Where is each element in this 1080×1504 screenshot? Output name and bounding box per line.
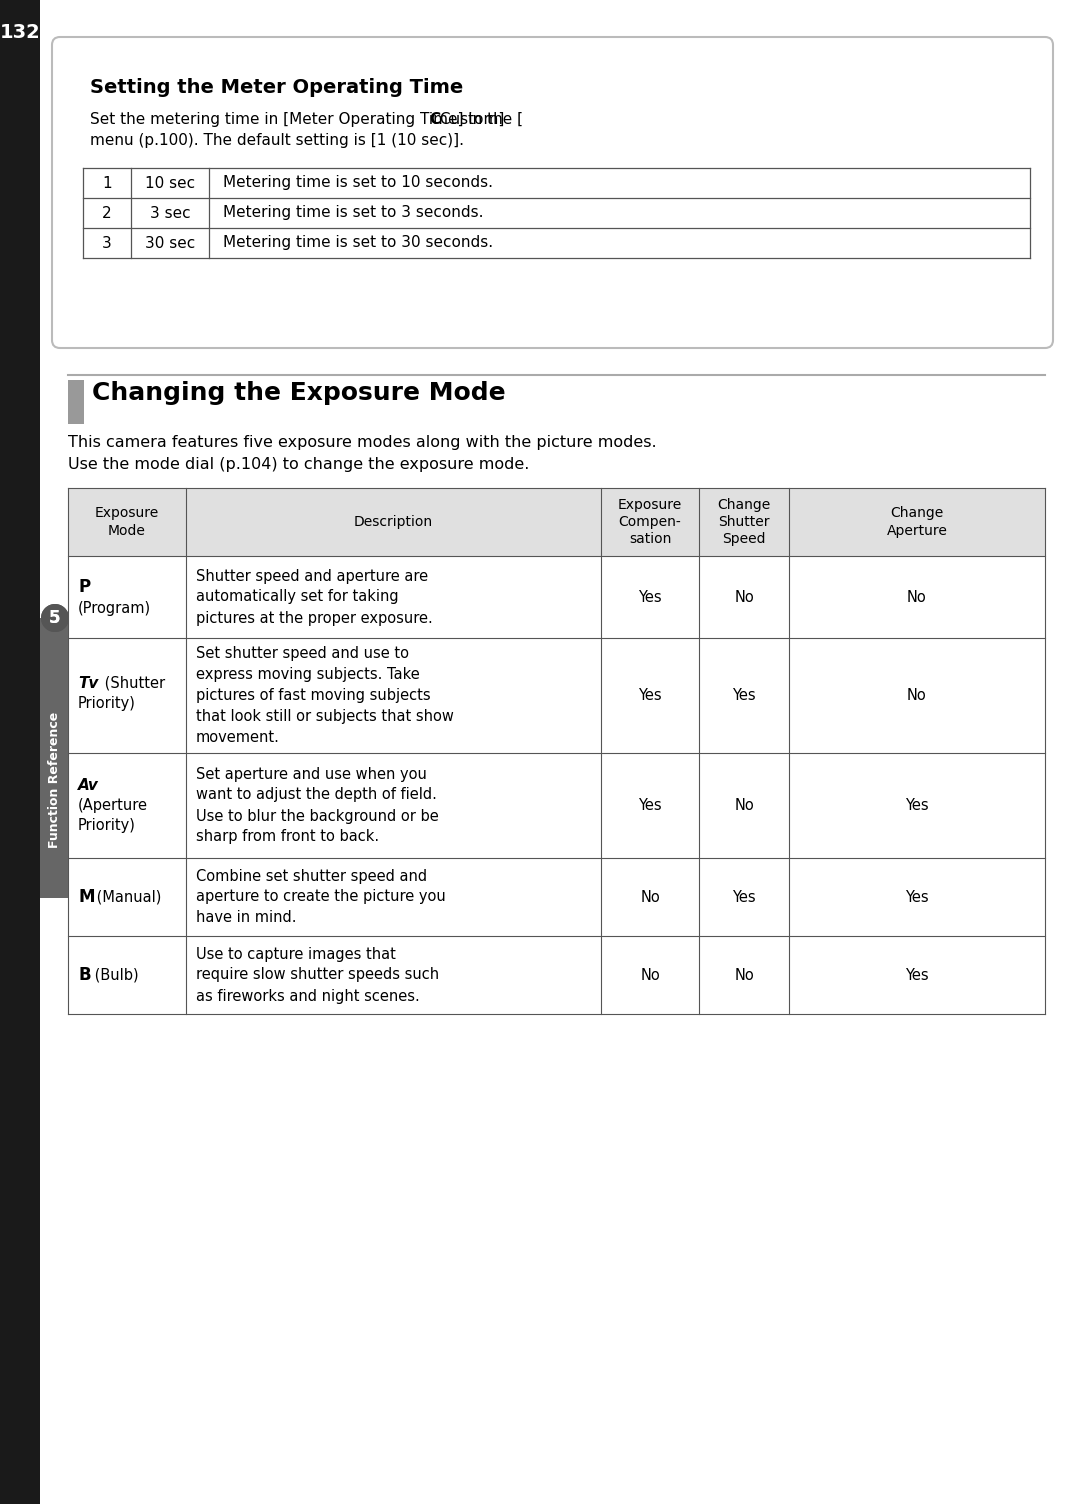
Text: Metering time is set to 30 seconds.: Metering time is set to 30 seconds. — [222, 236, 494, 251]
Bar — [40, 618, 68, 898]
Text: (Manual): (Manual) — [92, 889, 161, 904]
Text: Use the mode dial (p.104) to change the exposure mode.: Use the mode dial (p.104) to change the … — [68, 457, 529, 472]
Text: No: No — [907, 687, 927, 702]
Text: 2: 2 — [103, 206, 112, 221]
Text: 3 sec: 3 sec — [150, 206, 190, 221]
Circle shape — [41, 605, 69, 632]
Text: Yes: Yes — [638, 799, 662, 814]
Bar — [68, 487, 1045, 556]
Text: Exposure
Compen-
sation: Exposure Compen- sation — [618, 498, 683, 546]
Text: 132: 132 — [0, 23, 40, 42]
Text: 1: 1 — [103, 176, 112, 191]
Circle shape — [41, 605, 69, 632]
Bar — [68, 638, 1045, 754]
Text: Setting the Meter Operating Time: Setting the Meter Operating Time — [90, 78, 463, 96]
Text: Tv: Tv — [78, 675, 98, 690]
Text: Yes: Yes — [905, 967, 929, 982]
Text: 10 sec: 10 sec — [145, 176, 195, 191]
Text: Description: Description — [354, 514, 433, 529]
Text: Priority): Priority) — [78, 818, 136, 833]
Text: Metering time is set to 10 seconds.: Metering time is set to 10 seconds. — [222, 176, 492, 191]
Text: No: No — [734, 967, 754, 982]
Text: Yes: Yes — [638, 687, 662, 702]
Text: Change
Aperture: Change Aperture — [887, 507, 947, 537]
Text: Yes: Yes — [638, 590, 662, 605]
Text: Use to capture images that
require slow shutter speeds such
as fireworks and nig: Use to capture images that require slow … — [195, 946, 440, 1003]
Text: No: No — [640, 889, 660, 904]
Text: menu (p.100). The default setting is [1 (10 sec)].: menu (p.100). The default setting is [1 … — [90, 132, 464, 147]
Text: Set aperture and use when you
want to adjust the depth of field.
Use to blur the: Set aperture and use when you want to ad… — [195, 767, 438, 845]
Text: Yes: Yes — [905, 799, 929, 814]
Text: Custom]: Custom] — [435, 111, 504, 126]
Text: No: No — [734, 799, 754, 814]
Text: Set shutter speed and use to
express moving subjects. Take
pictures of fast movi: Set shutter speed and use to express mov… — [195, 647, 454, 744]
Text: No: No — [907, 590, 927, 605]
Text: Changing the Exposure Mode: Changing the Exposure Mode — [92, 381, 505, 405]
Text: C: C — [429, 111, 440, 126]
Text: Change
Shutter
Speed: Change Shutter Speed — [717, 498, 771, 546]
Text: (Bulb): (Bulb) — [90, 967, 138, 982]
Text: (Shutter: (Shutter — [100, 675, 165, 690]
Bar — [68, 857, 1045, 935]
Text: Yes: Yes — [732, 889, 756, 904]
Text: This camera features five exposure modes along with the picture modes.: This camera features five exposure modes… — [68, 435, 657, 450]
Text: Yes: Yes — [732, 687, 756, 702]
Bar — [68, 935, 1045, 1014]
Text: Av: Av — [78, 778, 99, 793]
Bar — [0, 0, 40, 1504]
Text: Metering time is set to 3 seconds.: Metering time is set to 3 seconds. — [222, 206, 484, 221]
Text: Set the metering time in [Meter Operating Time] in the [: Set the metering time in [Meter Operatin… — [90, 111, 523, 126]
Text: 5: 5 — [50, 609, 60, 627]
Text: Function Reference: Function Reference — [49, 711, 62, 848]
Text: B: B — [78, 966, 91, 984]
Text: Priority): Priority) — [78, 696, 136, 711]
Bar — [68, 754, 1045, 857]
Text: 3: 3 — [103, 236, 112, 251]
Text: No: No — [640, 967, 660, 982]
Text: (Program): (Program) — [78, 602, 151, 617]
Bar — [68, 381, 84, 424]
Text: 5: 5 — [50, 609, 60, 627]
Text: Exposure
Mode: Exposure Mode — [95, 507, 159, 537]
Text: 30 sec: 30 sec — [145, 236, 195, 251]
Text: (Aperture: (Aperture — [78, 799, 148, 814]
Text: Yes: Yes — [905, 889, 929, 904]
Text: Combine set shutter speed and
aperture to create the picture you
have in mind.: Combine set shutter speed and aperture t… — [195, 868, 446, 925]
FancyBboxPatch shape — [52, 38, 1053, 347]
Text: P: P — [78, 578, 90, 596]
Text: M: M — [78, 887, 95, 905]
Text: No: No — [734, 590, 754, 605]
Text: Shutter speed and aperture are
automatically set for taking
pictures at the prop: Shutter speed and aperture are automatic… — [195, 569, 433, 626]
Bar — [68, 556, 1045, 638]
